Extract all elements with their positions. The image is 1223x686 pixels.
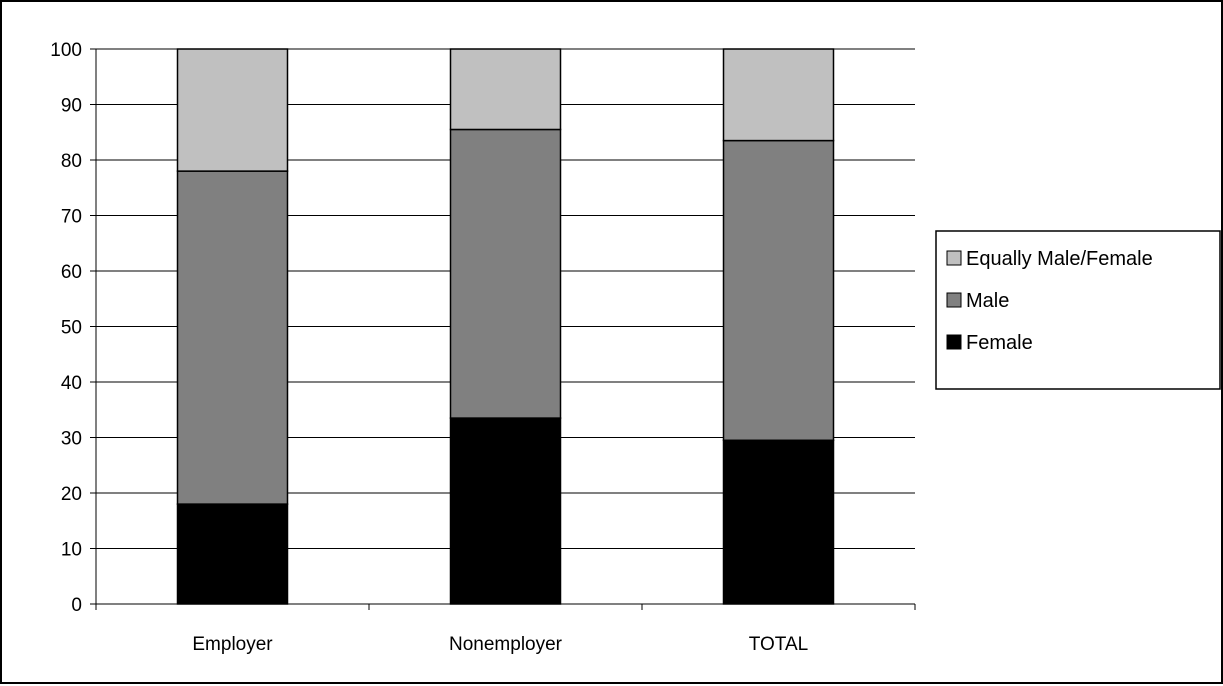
legend-swatch-male — [946, 292, 962, 308]
x-category-label: Employer — [192, 634, 273, 655]
bar-employer-female — [176, 503, 289, 605]
bars — [176, 48, 835, 605]
legend: Equally Male/Female Male Female — [935, 230, 1221, 390]
x-category-label: Nonemployer — [449, 634, 563, 655]
axes: 0 10 20 30 40 50 60 70 80 90 100 Employer Nonemploye… — [50, 40, 916, 655]
legend-label-male: Male — [966, 290, 1009, 312]
y-tick-label: 60 — [61, 262, 82, 283]
y-tick-label: 80 — [61, 151, 82, 172]
bar-total-male — [722, 139, 835, 442]
bar-total-equally-male-female — [722, 48, 835, 142]
y-tick-label: 50 — [61, 318, 82, 339]
y-tick-label: 0 — [71, 595, 82, 616]
legend-swatch-equally-male-female — [946, 250, 962, 266]
bar-total-female — [722, 439, 835, 605]
y-tick-label: 20 — [61, 484, 82, 505]
bar-nonemployer-equally-male-female — [449, 48, 562, 131]
x-category-label: TOTAL — [749, 634, 808, 655]
legend-swatch-female — [946, 334, 962, 350]
y-tick-label: 70 — [61, 207, 82, 228]
bar-nonemployer-male — [449, 128, 562, 419]
bar-employer-male — [176, 170, 289, 505]
legend-label-female: Female — [966, 332, 1033, 354]
y-tick-label: 90 — [61, 96, 82, 117]
y-tick-label: 30 — [61, 429, 82, 450]
bar-employer-equally-male-female — [176, 48, 289, 172]
legend-label-equally-male-female: Equally Male/Female — [966, 248, 1153, 270]
y-tick-label: 100 — [50, 40, 82, 61]
y-tick-label: 10 — [61, 540, 82, 561]
y-tick-label: 40 — [61, 373, 82, 394]
legend-box — [935, 230, 1221, 390]
bar-nonemployer-female — [449, 417, 562, 605]
